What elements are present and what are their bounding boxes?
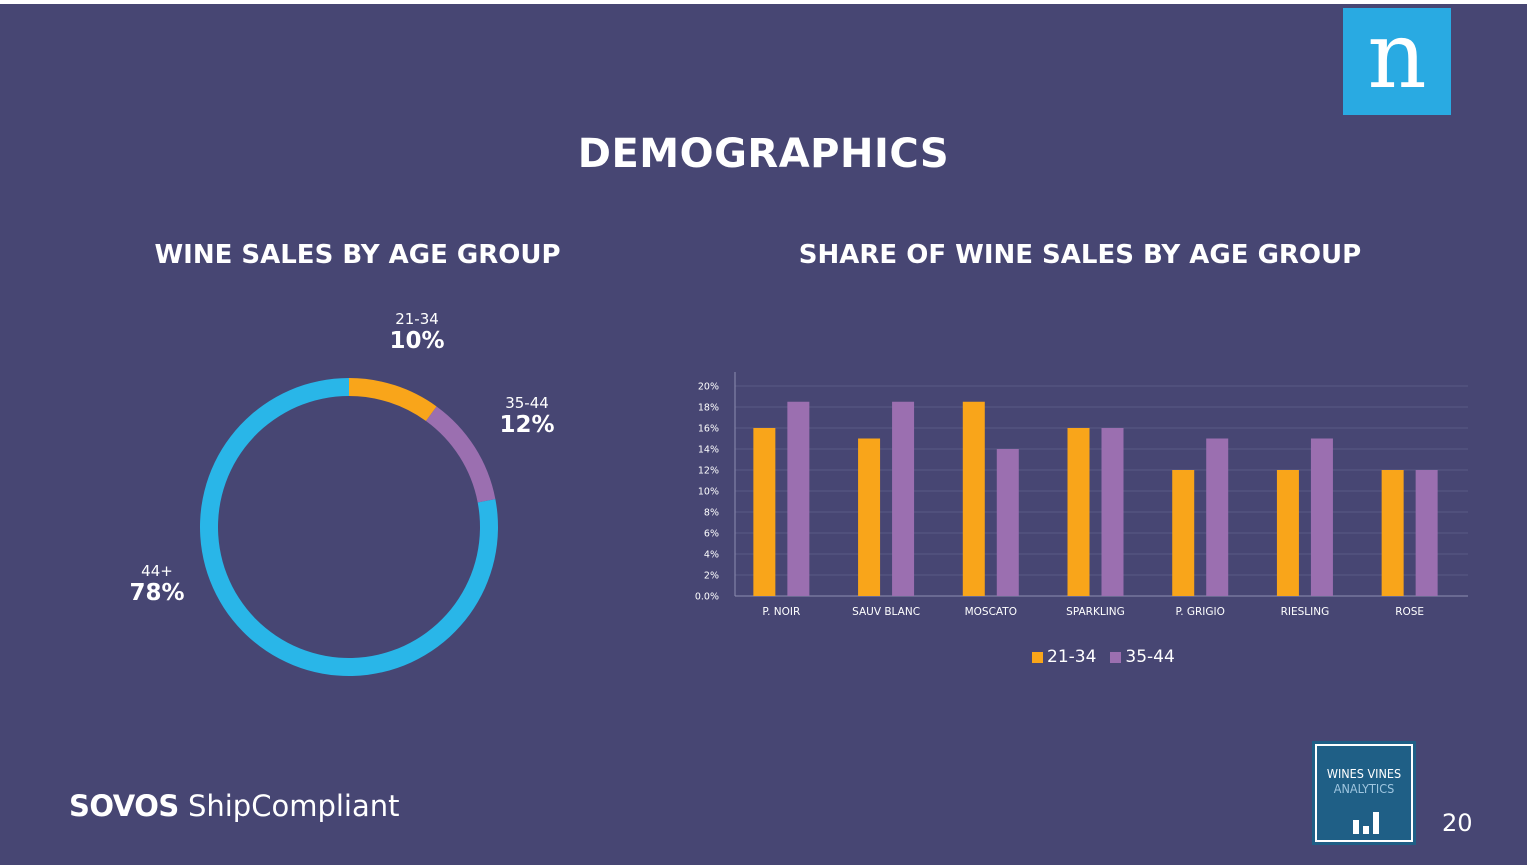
donut-label-group: 44+	[141, 562, 173, 580]
badge-line-1: WINES VINES	[1326, 766, 1402, 781]
donut-label-value: 12%	[499, 412, 555, 438]
y-tick-label: 10%	[698, 487, 719, 498]
y-tick-label: 8%	[704, 508, 719, 519]
legend-swatch	[1110, 651, 1122, 663]
bar-chart-legend: 21-34 35-44	[1032, 647, 1189, 667]
legend-label: 35-44	[1125, 647, 1175, 667]
bar-21-34-p-noir	[753, 428, 776, 596]
donut-label-21-34: 21-34 10%	[377, 310, 457, 354]
bar-chart: 0.0% 2% 4% 6% 8% 10% 12% 14% 16% 18% 20% P. NOIR SAU…	[695, 372, 1468, 618]
bar-21-34-sauv-blanc	[858, 438, 881, 596]
bar-35-44-sauv-blanc	[892, 401, 915, 596]
legend-swatch	[1032, 651, 1043, 663]
donut-slice-21-34	[349, 378, 437, 422]
donut-label-value: 78%	[129, 580, 185, 606]
x-tick-label: SAUV BLANC	[852, 606, 920, 618]
donut-label-35-44: 35-44 12%	[487, 394, 567, 438]
x-tick-label: ROSE	[1395, 606, 1424, 618]
bar-graph-icon	[1353, 812, 1379, 834]
donut-slice-35-44	[425, 406, 496, 503]
legend-item-35-44: 35-44	[1110, 647, 1175, 667]
bar-35-44-p-grigio	[1206, 438, 1229, 596]
y-tick-label: 2%	[704, 571, 719, 582]
sovos-wordmark: SOVOS	[69, 789, 179, 823]
bar-21-34-rose	[1381, 470, 1404, 596]
bar-21-34-p-grigio	[1172, 470, 1195, 596]
x-tick-label: MOSCATO	[965, 606, 1017, 618]
donut-chart-title: WINE SALES BY AGE GROUP	[154, 240, 561, 270]
bar-35-44-rose	[1415, 470, 1438, 596]
shipcompliant-wordmark: ShipCompliant	[187, 789, 400, 823]
y-tick-label: 18%	[698, 403, 719, 414]
y-tick-label: 14%	[698, 445, 719, 456]
bar-35-44-moscato	[996, 449, 1019, 596]
page-number: 20	[1442, 809, 1473, 837]
y-tick-label: 4%	[704, 550, 719, 561]
bar-21-34-sparkling	[1067, 428, 1090, 596]
x-tick-label: P. NOIR	[762, 606, 800, 618]
x-tick-label: RIESLING	[1281, 606, 1330, 618]
y-tick-label: 12%	[698, 466, 719, 477]
donut-label-44-plus: 44+ 78%	[117, 562, 197, 606]
x-tick-label: SPARKLING	[1066, 606, 1125, 618]
bar-35-44-p-noir	[787, 401, 810, 596]
bar-21-34-riesling	[1276, 470, 1299, 596]
donut-chart	[200, 378, 499, 677]
legend-label: 21-34	[1047, 647, 1097, 667]
x-tick-label: P. GRIGIO	[1176, 606, 1225, 618]
donut-label-group: 21-34	[395, 310, 439, 328]
y-tick-label: 0.0%	[695, 592, 719, 603]
y-tick-label: 20%	[698, 382, 719, 393]
wines-vines-analytics-badge: WINES VINES ANALYTICS	[1312, 741, 1416, 845]
legend-item-21-34: 21-34	[1032, 647, 1096, 667]
bar-chart-title: SHARE OF WINE SALES BY AGE GROUP	[798, 240, 1362, 270]
sovos-shipcompliant-logo: SOVOS ShipCompliant	[69, 789, 400, 823]
bar-35-44-riesling	[1310, 438, 1333, 596]
donut-label-group: 35-44	[505, 394, 549, 412]
bar-21-34-moscato	[962, 401, 985, 596]
bar-35-44-sparkling	[1101, 428, 1124, 596]
y-tick-label: 16%	[698, 424, 719, 435]
brand-logo: n	[1343, 8, 1451, 115]
donut-label-value: 10%	[389, 328, 445, 354]
y-tick-label: 6%	[704, 529, 719, 540]
slide-background: n DEMOGRAPHICS WINE SALES BY AGE GROUP S…	[0, 4, 1527, 865]
badge-line-2: ANALYTICS	[1333, 781, 1395, 796]
page-title: DEMOGRAPHICS	[577, 131, 950, 177]
